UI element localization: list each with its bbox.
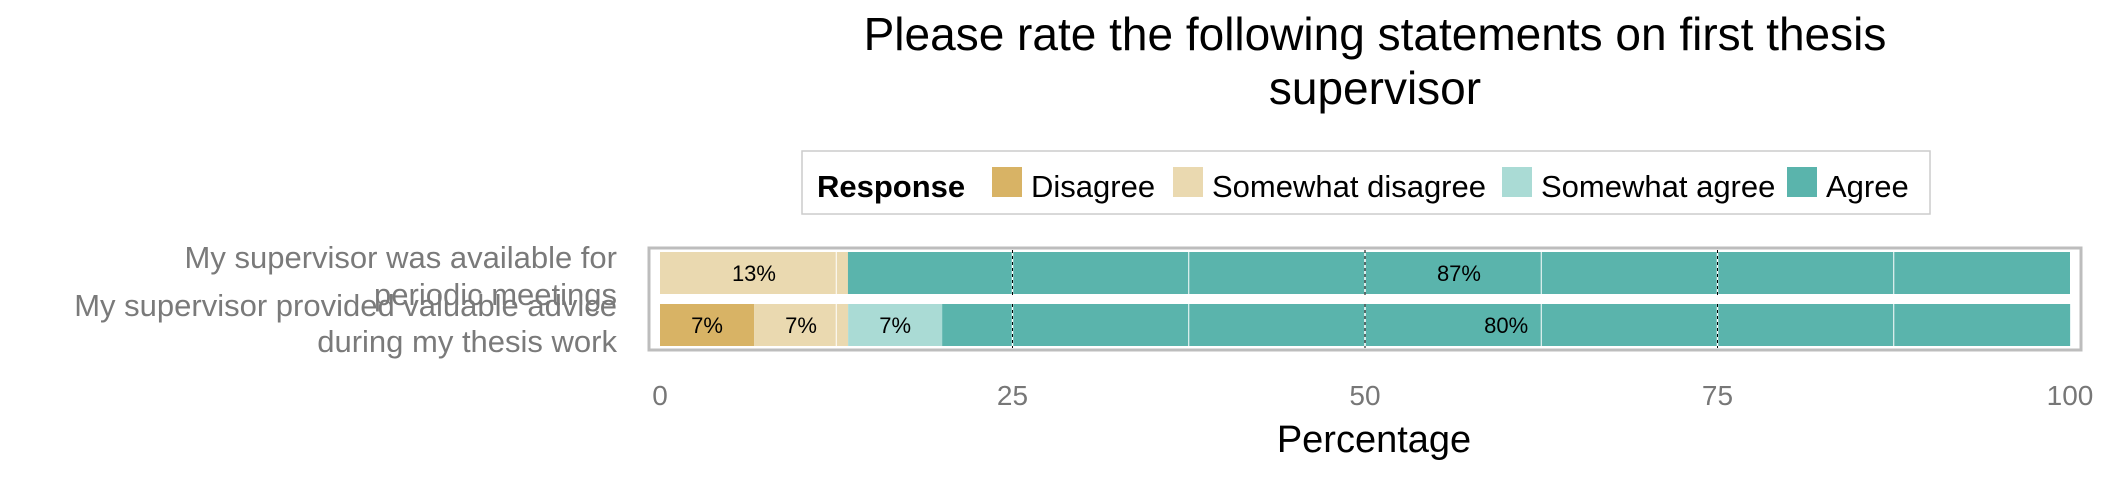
bar-data-label: 87% bbox=[1437, 261, 1481, 286]
bar-data-label: 80% bbox=[1484, 313, 1528, 338]
legend-key-disagree bbox=[992, 167, 1022, 197]
legend: Response Disagree Somewhat disagree Somewha… bbox=[801, 150, 1931, 215]
legend-box bbox=[801, 150, 1931, 215]
plot-area: 13% 87% 7% 7% 7% 80% 0 25 50 75 100 My supervisor w… bbox=[74, 240, 2093, 411]
chart-title: Please rate the following statements on … bbox=[864, 8, 1887, 114]
legend-label: Agree bbox=[1826, 169, 1909, 204]
legend-label: Somewhat disagree bbox=[1212, 169, 1486, 204]
chart-title-line-1: Please rate the following statements on … bbox=[864, 8, 1887, 60]
legend-title: Response bbox=[817, 169, 965, 204]
y-category-label: periodic meetings bbox=[374, 277, 617, 312]
bar-data-label: 7% bbox=[879, 313, 911, 338]
bar-agree-1 bbox=[847, 252, 2070, 294]
legend-key-somewhat-disagree bbox=[1173, 167, 1203, 197]
bar-data-label: 13% bbox=[732, 261, 776, 286]
bar-agree-2 bbox=[942, 304, 2071, 346]
bar-somewhat-disagree-2 bbox=[754, 304, 849, 346]
legend-key-agree bbox=[1787, 167, 1817, 197]
y-category-label: during my thesis work bbox=[317, 324, 617, 359]
x-tick-label: 75 bbox=[1702, 380, 1733, 411]
x-tick-label: 25 bbox=[997, 380, 1028, 411]
y-category-label: My supervisor provided valuable advice bbox=[74, 288, 617, 323]
chart-title-line-2: supervisor bbox=[1269, 62, 1481, 114]
legend-label: Disagree bbox=[1031, 169, 1155, 204]
bar-somewhat-agree-2 bbox=[848, 304, 943, 346]
bar-somewhat-disagree-1 bbox=[660, 252, 848, 294]
bar-data-label: 7% bbox=[785, 313, 817, 338]
x-axis-title: Percentage bbox=[1277, 419, 1471, 461]
x-tick-label: 100 bbox=[2047, 380, 2094, 411]
legend-label: Somewhat agree bbox=[1541, 169, 1775, 204]
x-tick-label: 0 bbox=[652, 380, 668, 411]
x-tick-label: 50 bbox=[1349, 380, 1380, 411]
y-category-label: My supervisor was available for bbox=[185, 240, 617, 275]
legend-key-somewhat-agree bbox=[1502, 167, 1532, 197]
bar-disagree-2 bbox=[660, 304, 755, 346]
bar-data-label: 7% bbox=[691, 313, 723, 338]
